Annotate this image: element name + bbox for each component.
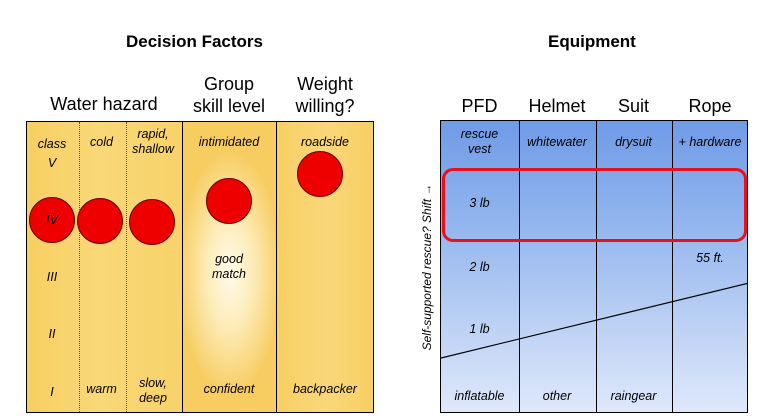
class-i-label: I bbox=[50, 385, 54, 399]
raingear-label: raingear bbox=[610, 389, 657, 403]
header-suit: Suit bbox=[617, 96, 650, 116]
warm-label: warm bbox=[86, 382, 117, 396]
drysuit-label: drysuit bbox=[615, 135, 652, 149]
confident-label: confident bbox=[203, 382, 255, 396]
marker-cold bbox=[77, 198, 123, 244]
header-helmet: Helmet bbox=[528, 96, 586, 116]
other-label: other bbox=[542, 389, 572, 403]
class-ii-label: II bbox=[48, 327, 56, 341]
self-supported-rescue-label: Self-supported rescue? Shift → bbox=[420, 183, 434, 351]
divider-dotted-1 bbox=[79, 122, 80, 412]
group-skill-column bbox=[183, 122, 277, 412]
water-hazard-column bbox=[27, 122, 183, 412]
divider-solid-2 bbox=[276, 122, 277, 412]
whitewater-label: whitewater bbox=[527, 135, 587, 149]
class-iv-label-overlay: IV bbox=[46, 213, 58, 227]
class-v-label: class V bbox=[37, 137, 67, 170]
weight-3lb: 3 lb bbox=[469, 196, 490, 210]
class-iii-label: III bbox=[46, 270, 58, 284]
backpacker-label: backpacker bbox=[293, 382, 357, 396]
good-match-label: good match bbox=[211, 252, 247, 281]
marker-roadside bbox=[297, 151, 343, 197]
rope-length-label: 55 ft. bbox=[696, 251, 724, 265]
decision-factors-panel bbox=[26, 121, 374, 413]
intimidated-label: intimidated bbox=[198, 135, 260, 149]
marker-class-iv bbox=[29, 197, 75, 243]
decision-factors-title: Decision Factors bbox=[126, 32, 263, 51]
shift-diagonal-line bbox=[441, 282, 747, 359]
slow-deep-label: slow, deep bbox=[139, 376, 167, 405]
divider-dotted-2 bbox=[126, 122, 127, 412]
equipment-title: Equipment bbox=[548, 32, 636, 51]
hardware-label: + hardware bbox=[678, 135, 742, 149]
header-group-skill: Group skill level bbox=[192, 74, 266, 116]
rapid-shallow-label: rapid, shallow bbox=[132, 127, 174, 156]
divider-solid-1 bbox=[182, 122, 183, 412]
header-weight-willing: Weight willing? bbox=[295, 74, 355, 116]
marker-rapid-shallow bbox=[129, 199, 175, 245]
roadside-label: roadside bbox=[301, 135, 349, 149]
cold-label: cold bbox=[90, 135, 113, 149]
header-rope: Rope bbox=[688, 96, 732, 116]
marker-intimidated bbox=[206, 178, 252, 224]
header-water-hazard: Water hazard bbox=[50, 94, 158, 114]
rescue-vest-label: rescue vest bbox=[460, 127, 499, 156]
recommended-row-highlight bbox=[442, 168, 747, 242]
weight-2lb: 2 lb bbox=[469, 260, 490, 274]
weight-1lb: 1 lb bbox=[469, 322, 490, 336]
inflatable-label: inflatable bbox=[454, 389, 505, 403]
header-pfd: PFD bbox=[461, 96, 498, 116]
